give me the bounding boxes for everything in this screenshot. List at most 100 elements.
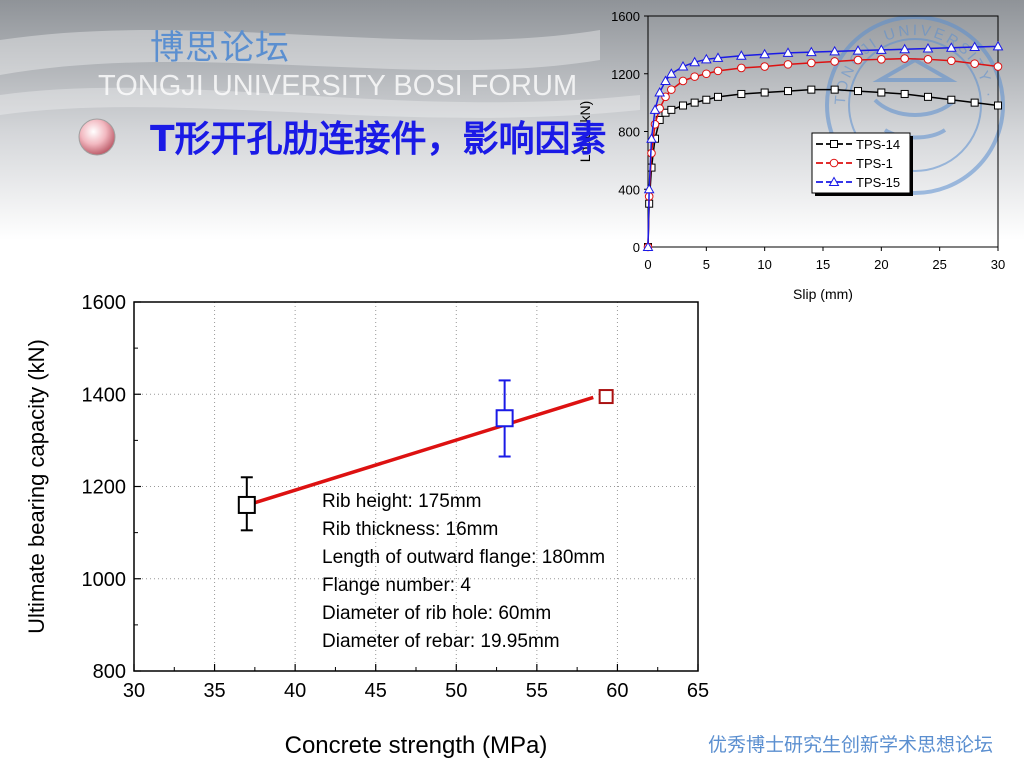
series-point-TPS-14 [970,98,979,107]
series-point-TPS-1 [667,85,676,94]
inset-y-tick-label: 1600 [611,9,640,24]
data-point-1 [237,495,256,514]
series-point-TPS-14 [900,89,909,98]
inset-y-axis-label: Load (kN) [577,101,593,162]
x-tick-label: 40 [284,680,306,702]
series-point-TPS-1 [877,55,886,64]
series-point-TPS-1 [783,60,793,69]
series-point-TPS-15 [969,41,981,52]
series-point-TPS-1 [900,54,909,63]
y-axis-label: Ultimate bearing capacity (kN) [24,339,49,634]
series-point-TPS-1 [830,57,839,66]
series-point-TPS-15 [654,86,666,97]
y-tick-label: 1200 [82,477,127,499]
data-point-2 [495,409,514,428]
y-tick-label: 1000 [82,569,127,591]
legend-marker-TPS-15 [828,176,840,186]
series-point-TPS-14 [737,89,746,98]
legend-label-TPS-15: TPS-15 [856,175,900,190]
series-point-TPS-1 [760,62,769,71]
footer-slogan: 优秀博士研究生创新学术思想论坛 [708,734,994,756]
series-point-TPS-15 [992,40,1004,51]
series-point-TPS-14 [667,105,676,114]
series-point-TPS-15 [782,47,794,57]
series-point-TPS-15 [852,45,864,55]
series-point-TPS-15 [922,42,934,53]
series-point-TPS-1 [853,55,863,65]
fit-line [254,395,594,505]
series-point-TPS-15 [649,104,661,114]
series-point-TPS-1 [713,66,723,76]
legend-marker-TPS-1 [829,158,839,168]
series-point-TPS-1 [970,59,979,68]
series-point-TPS-15 [677,61,689,71]
y-tick-label: 800 [93,661,126,683]
series-point-TPS-1 [702,69,711,79]
legend-label-TPS-14: TPS-14 [856,137,900,152]
series-point-TPS-1 [923,55,933,64]
series-point-TPS-14 [877,88,886,97]
series-point-TPS-14 [830,85,839,94]
inset-y-tick-label: 1200 [611,67,640,82]
series-point-TPS-14 [924,92,932,101]
y-tick-label: 1400 [82,384,127,406]
inset-x-tick-label: 0 [644,257,651,272]
series-point-TPS-15 [875,44,887,54]
series-point-TPS-14 [854,87,862,96]
annotation-line-2: Rib thickness: 16mm [322,519,498,540]
series-point-TPS-1 [678,76,688,86]
y-tick-label: 1600 [82,292,127,314]
series-point-TPS-15 [805,46,817,57]
inset-x-tick-label: 5 [703,257,710,272]
series-point-TPS-15 [700,53,712,64]
series-point-TPS-14 [714,92,722,101]
series-point-TPS-14 [807,85,816,94]
series-point-TPS-1 [947,56,956,66]
series-point-TPS-15 [665,68,677,78]
annotation-line-4: Flange number: 4 [322,575,471,596]
x-tick-label: 45 [365,680,387,702]
annotation-line-3: Length of outward flange: 180mm [322,547,605,568]
series-point-TPS-14 [690,98,699,107]
annotation-line-6: Diameter of rebar: 19.95mm [322,631,560,652]
series-point-TPS-15 [945,42,957,52]
series-point-TPS-15 [646,133,657,143]
series-point-TPS-15 [759,48,771,59]
inset-y-tick-label: 0 [633,240,640,255]
annotation-line-5: Diameter of rib hole: 60mm [322,603,551,624]
series-point-TPS-15 [712,52,724,62]
series-point-TPS-15 [689,56,701,67]
series-point-TPS-15 [660,75,671,85]
x-tick-label: 65 [687,680,709,702]
x-tick-label: 60 [606,680,628,702]
forum-name: 博思论坛 [150,28,290,68]
x-tick-label: 35 [203,680,225,702]
series-point-TPS-15 [899,43,911,54]
series-point-TPS-15 [735,50,747,60]
x-axis-label: Concrete strength (MPa) [285,732,548,759]
series-point-TPS-14 [947,95,956,104]
forum-name-en: TONGJI UNIVERSITY BOSI FORUM [98,70,578,102]
inset-y-tick-label: 800 [618,125,640,140]
series-point-TPS-14 [679,101,687,110]
series-point-TPS-1 [737,63,746,73]
inset-x-axis-label: Slip (mm) [793,286,853,302]
x-tick-label: 30 [123,680,145,702]
inset-x-tick-label: 30 [991,257,1005,272]
series-point-TPS-1 [807,58,816,68]
inset-x-tick-label: 15 [816,257,830,272]
data-point-3 [598,389,614,405]
series-point-TPS-1 [993,62,1003,71]
x-tick-label: 55 [526,680,548,702]
series-point-TPS-14 [994,101,1002,110]
legend-label-TPS-1: TPS-1 [856,156,893,171]
annotation-line-1: Rib height: 175mm [322,491,481,512]
series-point-TPS-15 [642,241,654,251]
inset-x-tick-label: 25 [932,257,946,272]
plot-area [134,302,698,671]
slide-title: T形开孔肋连接件，影响因素 [150,119,607,160]
bullet-icon [78,118,116,156]
inset-y-tick-label: 400 [618,182,640,197]
